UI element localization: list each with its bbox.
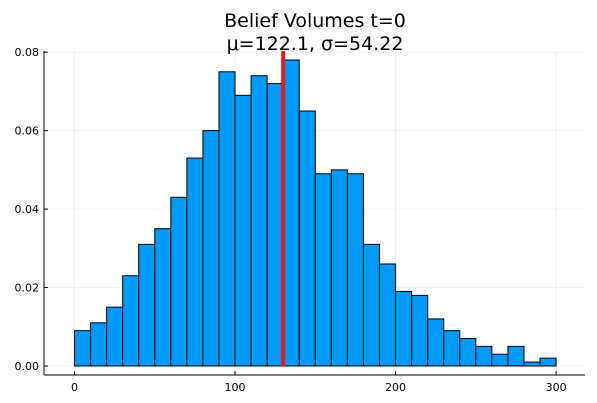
histogram-bar: [395, 290, 413, 367]
y-tick-label: 0.08: [15, 46, 40, 59]
histogram-bar: [491, 353, 509, 367]
histogram-bar: [138, 243, 156, 367]
x-tick-label: 0: [71, 381, 78, 394]
histogram-bar: [298, 110, 316, 367]
chart-subtitle: μ=122.1, σ=54.22: [227, 33, 404, 55]
histogram-bar: [122, 275, 140, 367]
histogram-bar: [427, 318, 445, 367]
histogram-bar: [186, 157, 204, 367]
histogram-bar: [106, 306, 124, 367]
x-tick-label: 100: [225, 381, 246, 394]
histogram-bar: [234, 94, 252, 367]
histogram-bar: [202, 130, 220, 367]
tick-labels: 0 100 200 300 0.00 0.02 0.04 0.06 0.08: [15, 46, 567, 394]
histogram-bar: [170, 196, 188, 367]
y-tick-label: 0.04: [15, 203, 40, 216]
histogram-bar: [539, 357, 557, 367]
histogram-bar: [459, 338, 477, 367]
axes: [43, 51, 585, 376]
histogram-bar: [362, 243, 381, 367]
histogram-bars: [74, 59, 557, 367]
histogram-bar: [282, 59, 300, 367]
histogram-bar: [90, 322, 108, 367]
histogram-bar: [154, 228, 172, 367]
histogram-bar: [314, 173, 332, 367]
histogram-bar: [74, 330, 92, 367]
histogram-bar: [443, 330, 461, 367]
histogram-bar: [507, 345, 525, 367]
y-tick-label: 0.02: [15, 282, 40, 295]
y-tick-label: 0.06: [15, 125, 40, 138]
histogram-bar: [346, 173, 364, 367]
histogram-bar: [475, 345, 493, 367]
histogram-bar: [218, 71, 236, 367]
x-tick-label: 200: [385, 381, 406, 394]
histogram-bar: [330, 169, 348, 367]
histogram-bar: [266, 83, 284, 367]
y-tick-label: 0.00: [15, 360, 40, 373]
x-tick-label: 300: [546, 381, 567, 394]
histogram-bar: [411, 294, 429, 367]
histogram-bar: [250, 75, 268, 367]
chart-title: Belief Volumes t=0: [224, 10, 406, 32]
histogram-bar: [523, 361, 541, 367]
histogram-bar: [379, 263, 397, 367]
